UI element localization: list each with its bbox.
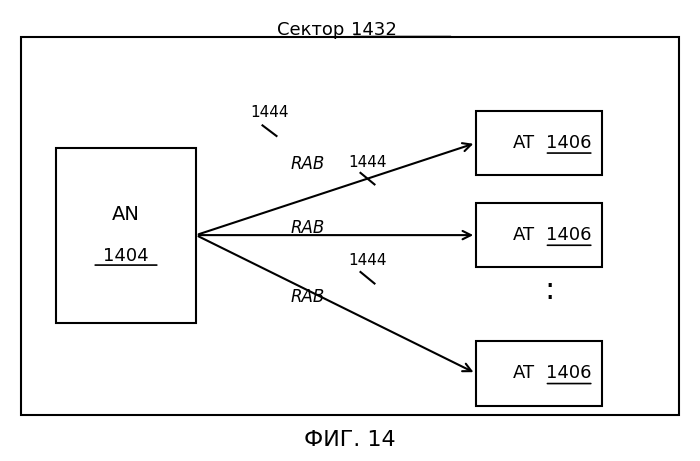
Text: ФИГ. 14: ФИГ. 14 <box>304 430 395 450</box>
Text: RAB: RAB <box>291 219 325 237</box>
Text: :: : <box>545 276 554 305</box>
Bar <box>476 111 602 175</box>
Text: Сектор: Сектор <box>277 21 350 39</box>
Text: 1404: 1404 <box>103 247 149 265</box>
Bar <box>476 203 602 267</box>
Text: AT: AT <box>512 364 535 383</box>
Text: 1406: 1406 <box>546 134 592 152</box>
Text: AN: AN <box>112 205 140 224</box>
Text: AT: AT <box>512 226 535 244</box>
Text: 1406: 1406 <box>546 226 592 244</box>
Bar <box>56 148 196 323</box>
Text: RAB: RAB <box>291 154 325 173</box>
Text: 1444: 1444 <box>349 155 386 170</box>
Text: 1444: 1444 <box>251 106 288 120</box>
Text: 1432: 1432 <box>351 21 398 39</box>
Bar <box>21 37 679 415</box>
Text: 1444: 1444 <box>349 253 386 268</box>
Text: AT: AT <box>512 134 535 152</box>
Text: RAB: RAB <box>291 288 325 307</box>
Text: 1406: 1406 <box>546 364 592 383</box>
Bar <box>476 341 602 406</box>
